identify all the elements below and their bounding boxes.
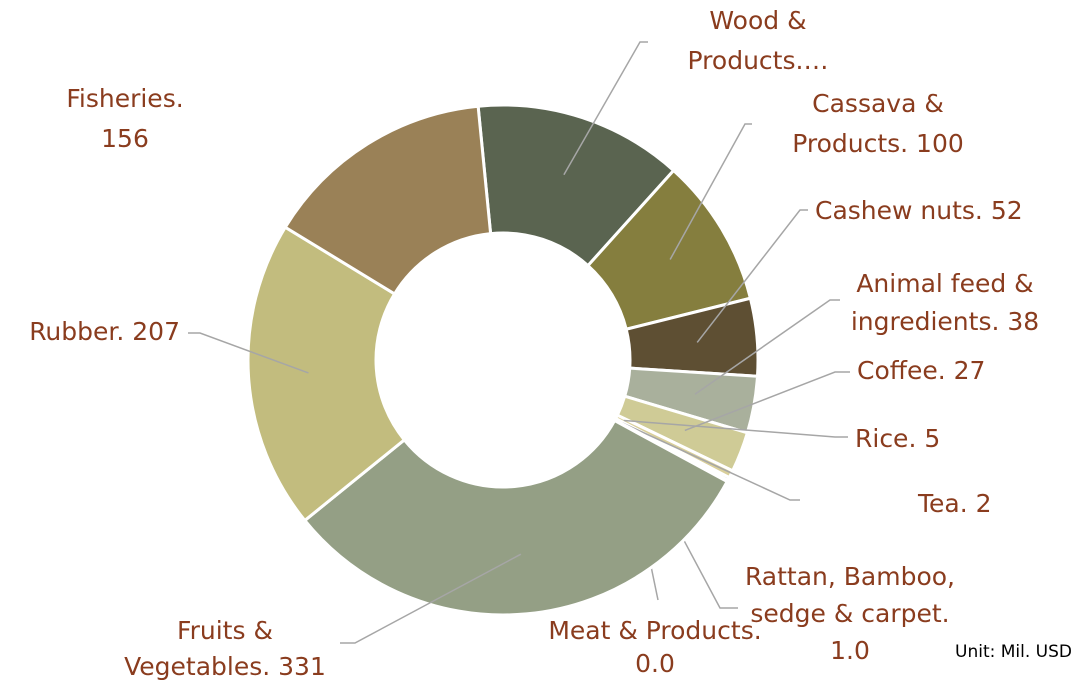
slice-label: Rattan, Bamboo, — [745, 562, 955, 591]
leader-line — [684, 371, 850, 432]
slice-label: 156 — [101, 124, 149, 153]
slice-label: Cashew nuts. 52 — [815, 196, 1023, 225]
leader-line — [340, 553, 522, 644]
slice-label: sedge & carpet. — [750, 599, 949, 628]
leader-line — [696, 209, 808, 343]
leader-line — [623, 419, 848, 438]
slice-label: Vegetables. 331 — [124, 652, 326, 681]
leader-line — [188, 332, 309, 374]
donut-slice — [283, 104, 493, 296]
slice-label: Cassava & — [812, 89, 944, 118]
slice-label: Fruits & — [177, 616, 273, 645]
slice-label: Products.… — [688, 46, 829, 75]
slice-label: Tea. 2 — [917, 489, 992, 518]
slice-label: Rubber. 207 — [29, 317, 180, 346]
slice-label: Fisheries. — [66, 84, 183, 113]
leader-line — [622, 422, 800, 501]
leader-line — [694, 299, 840, 395]
slice-label: Products. 100 — [792, 129, 964, 158]
slice-label: Rice. 5 — [855, 424, 940, 453]
leader-line — [563, 41, 648, 176]
slice-label: Animal feed & — [856, 269, 1033, 298]
slice-label: ingredients. 38 — [851, 307, 1039, 336]
leader-line — [669, 123, 752, 260]
unit-note: Unit: Mil. USD — [955, 642, 1072, 662]
slice-label: 1.0 — [830, 636, 870, 665]
slice-label: Wood & — [709, 6, 806, 35]
slice-label: Coffee. 27 — [857, 356, 985, 385]
donut-slice — [246, 225, 407, 523]
slice-label: 0.0 — [635, 649, 675, 678]
slice-label: Meat & Products. — [548, 616, 761, 645]
donut-slice — [302, 418, 730, 617]
